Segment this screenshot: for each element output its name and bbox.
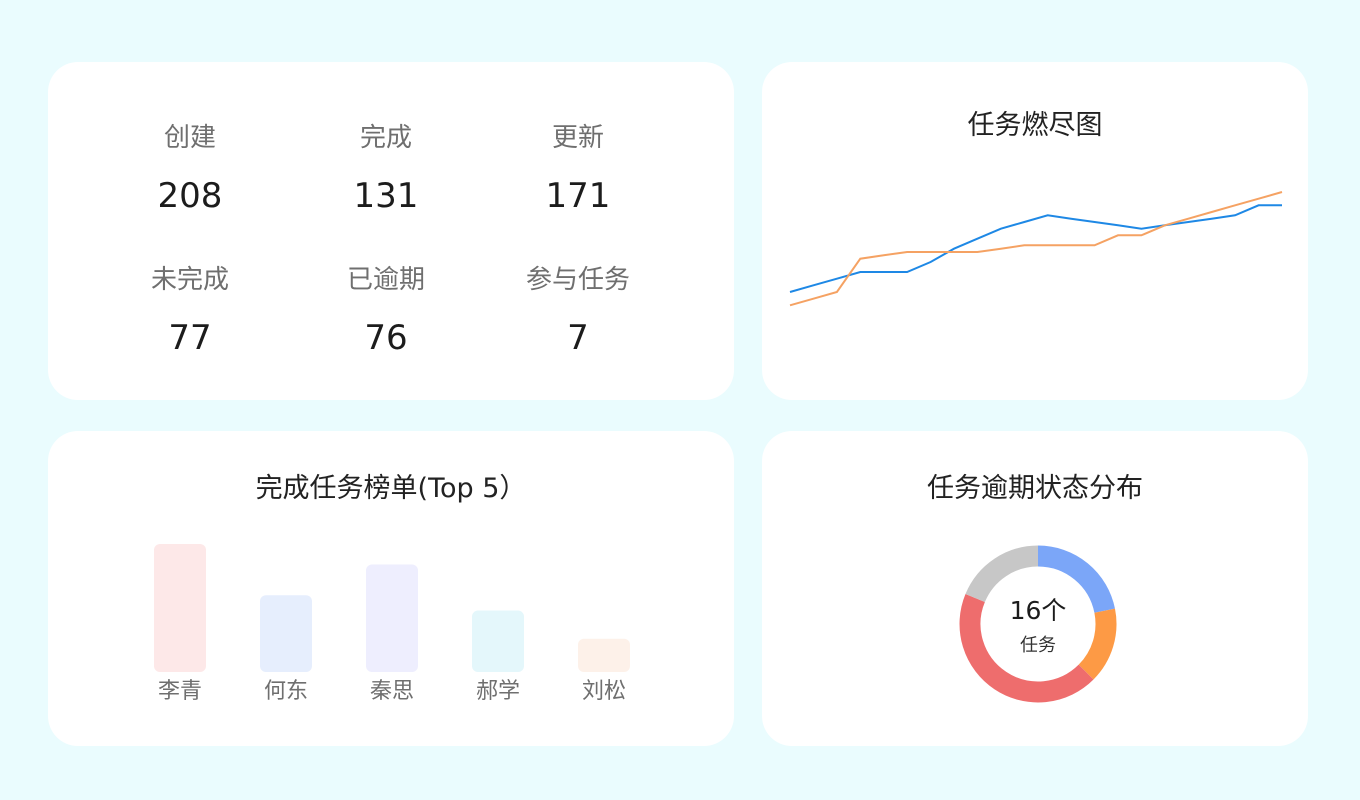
stat-value: 77 — [168, 318, 212, 358]
ranking-bar-chart: 李青 何东 秦思 郝学 刘松 — [154, 544, 630, 704]
donut-center-label: 任务 — [1020, 635, 1056, 656]
summary-stats-card: 创建 208 完成 131 更新 171 未完成 77 已逾期 76 参与任务 … — [48, 62, 734, 400]
burndown-series-2 — [789, 191, 1283, 307]
stat-value: 7 — [567, 318, 589, 358]
stat-value: 76 — [364, 318, 408, 358]
stat-value: 208 — [157, 176, 223, 216]
stat-updated: 更新 171 — [488, 120, 668, 218]
donut-segment — [1078, 608, 1117, 680]
donut-segment — [965, 545, 1039, 603]
burndown-series-1 — [789, 204, 1282, 293]
stat-label: 参与任务 — [525, 265, 630, 295]
stat-value: 171 — [545, 176, 611, 216]
overdue-donut-chart: 16个 任务 — [959, 545, 1117, 703]
donut-segment — [959, 593, 1094, 703]
stat-label: 更新 — [551, 123, 604, 153]
ranking-bar — [154, 544, 206, 672]
overdue-status-card: 任务逾期状态分布 16个 任务 — [762, 431, 1308, 746]
stat-label: 已逾期 — [346, 265, 425, 295]
completion-ranking-card: 完成任务榜单(Top 5） 李青 何东 秦思 郝学 刘松 — [48, 431, 734, 746]
ranking-bar — [366, 564, 418, 672]
ranking-title: 完成任务榜单(Top 5） — [255, 473, 527, 504]
burndown-chart — [789, 191, 1283, 307]
ranking-bar-label: 何东 — [264, 679, 308, 704]
ranking-bar — [578, 638, 630, 672]
stat-label: 创建 — [163, 123, 216, 153]
ranking-bar-label: 李青 — [158, 679, 202, 704]
donut-center-value: 16个 — [1010, 596, 1067, 625]
stat-overdue: 已逾期 76 — [296, 262, 476, 360]
ranking-bar — [260, 595, 312, 672]
ranking-bar-label: 刘松 — [582, 679, 626, 704]
stat-label: 未完成 — [150, 265, 229, 295]
donut-segment — [1037, 545, 1115, 614]
stat-label: 完成 — [359, 123, 412, 153]
stat-value: 131 — [353, 176, 419, 216]
burndown-title: 任务燃尽图 — [967, 110, 1103, 141]
burndown-chart-card: 任务燃尽图 — [762, 62, 1308, 400]
ranking-bar — [472, 610, 524, 672]
stat-created: 创建 208 — [100, 120, 280, 218]
ranking-bar-label: 郝学 — [476, 679, 520, 704]
stat-participating: 参与任务 7 — [488, 262, 668, 360]
stat-completed: 完成 131 — [296, 120, 476, 218]
ranking-bar-label: 秦思 — [370, 679, 414, 704]
overdue-title: 任务逾期状态分布 — [927, 473, 1143, 504]
stat-incomplete: 未完成 77 — [100, 262, 280, 360]
